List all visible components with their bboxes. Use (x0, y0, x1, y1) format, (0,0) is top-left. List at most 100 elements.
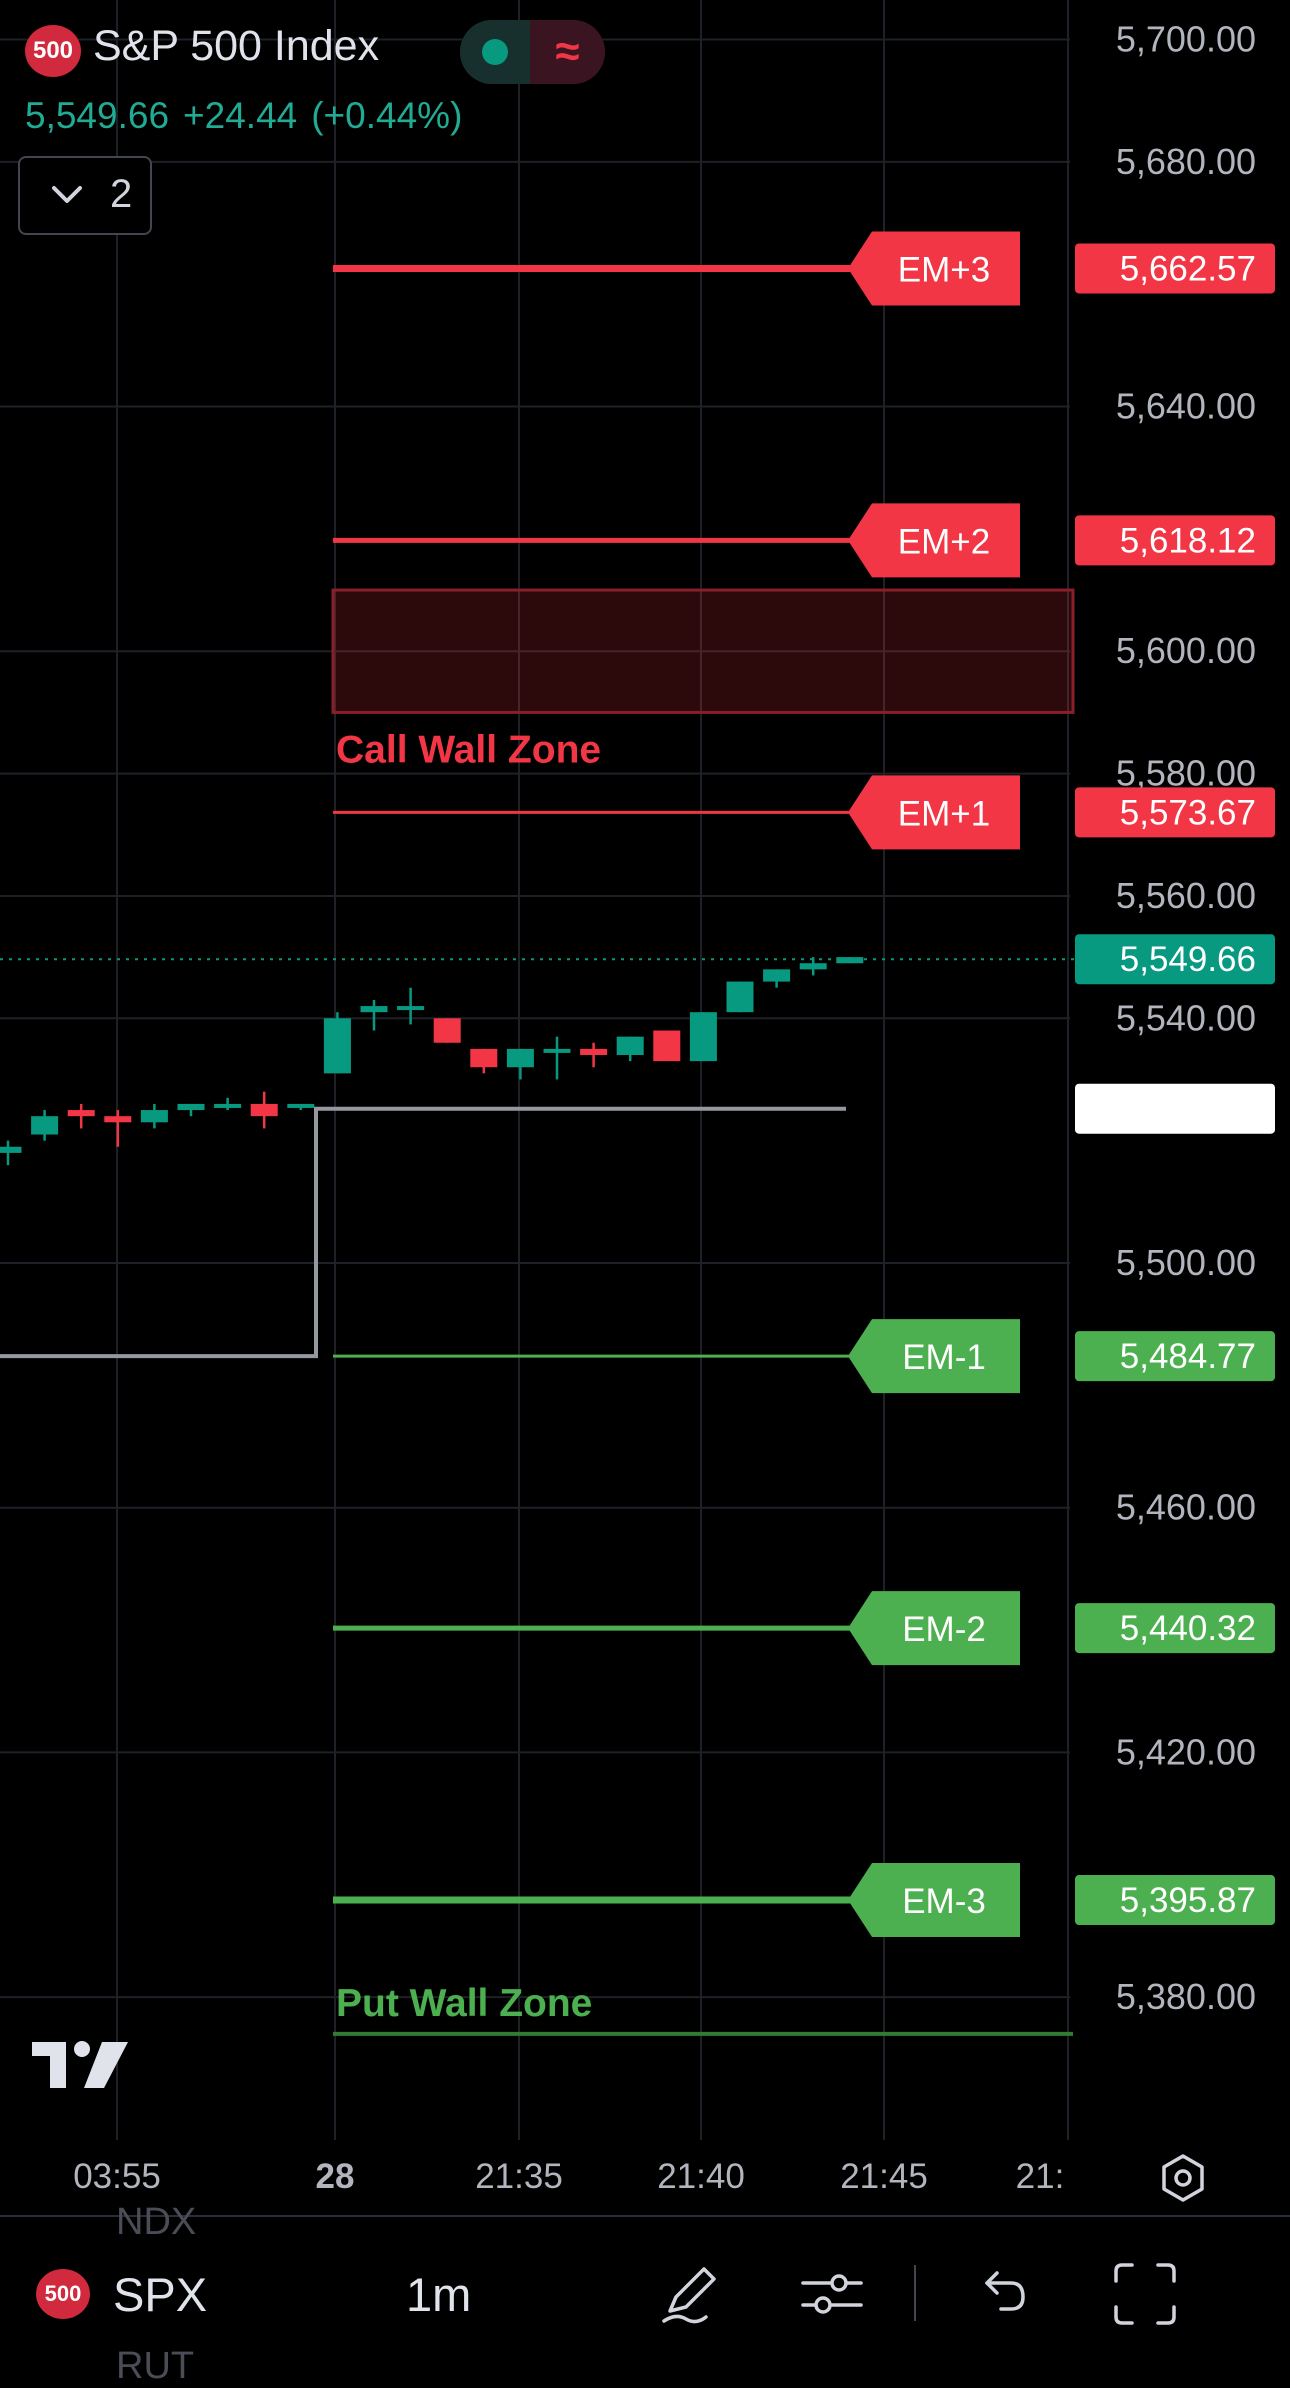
em-level-tag (848, 775, 1020, 850)
market-status-open[interactable] (460, 20, 530, 84)
time-axis-tick: 03:55 (73, 2157, 161, 2196)
indicator-count: 2 (110, 172, 133, 216)
chevron-down-icon (52, 186, 82, 203)
price-axis-tick: 5,600.00 (1116, 630, 1256, 671)
em-level-price-tag (1075, 243, 1275, 294)
em-level-price-tag-label: 5,395.87 (1120, 1881, 1256, 1920)
drawing-pen-icon[interactable] (656, 2259, 726, 2329)
candle-body (689, 1012, 717, 1062)
candle-body (323, 1018, 351, 1074)
candle-body (67, 1110, 95, 1117)
em-level-price-tag-label: 5,440.32 (1120, 1609, 1256, 1648)
call-wall-zone-label: Call Wall Zone (336, 728, 601, 771)
watchlist-ghost-rut: RUT (116, 2345, 195, 2387)
candle-body (616, 1036, 644, 1055)
symbol-selector[interactable]: SPX (113, 2268, 208, 2321)
price-change: +24.44 (183, 95, 298, 136)
toolbar-separator (914, 2265, 916, 2321)
candle-body (287, 1103, 315, 1108)
em-levels-layer: EM+3 EM+2 EM+1 EM-1 EM-2 EM-3 (0, 231, 1075, 1938)
em-level-price-tag-label: 5,484.77 (1120, 1337, 1256, 1376)
price-axis-tick: 5,420.00 (1116, 1731, 1256, 1772)
time-axis[interactable]: 03:55 28 21:35 21:40 21:45 21: (73, 2157, 1064, 2196)
em-level-price-tag (1075, 787, 1275, 838)
em-level-tag-label: EM-3 (902, 1882, 986, 1921)
price-axis-tick: 5,560.00 (1116, 875, 1256, 916)
market-wave-icon[interactable]: ≈ (530, 20, 605, 84)
candle-body (214, 1103, 242, 1108)
market-open-dot-icon (482, 39, 508, 65)
current-price-tag (1075, 934, 1275, 985)
previous-close-line (0, 1106, 846, 1359)
price-axis-tick: 5,380.00 (1116, 1976, 1256, 2017)
current-price-tag-label: 5,549.66 (1120, 940, 1256, 979)
symbol-logo-badge[interactable]: 500 (25, 25, 81, 77)
time-axis-tick: 21:40 (657, 2157, 745, 2196)
indicators-collapse-button[interactable]: 2 (18, 156, 152, 235)
toolbar-symbol-badge[interactable]: 500 (36, 2269, 90, 2319)
em-level-tag-label: EM+2 (898, 522, 990, 561)
candle-body (543, 1048, 571, 1053)
candle-body (104, 1116, 132, 1123)
price-axis-tick: 5,680.00 (1116, 141, 1256, 182)
time-axis-tick: 21:45 (840, 2157, 928, 2196)
candles-layer (0, 957, 864, 1166)
candle-body (763, 969, 791, 982)
time-axis-tick: 21:35 (475, 2157, 563, 2196)
price-axis[interactable]: 5,700.00 5,680.00 5,640.00 5,600.00 5,580.00… (1075, 18, 1275, 2017)
em-level-price-tag-label: 5,573.67 (1120, 793, 1256, 832)
candle-body (799, 963, 827, 970)
candle-body (470, 1048, 498, 1068)
market-status-pill[interactable]: ≈ (460, 20, 605, 84)
em-level-price-tag-label: 5,662.57 (1120, 249, 1256, 288)
em-level-price-tag-label: 5,618.12 (1120, 521, 1256, 560)
em-level-tag (848, 1863, 1020, 1938)
fullscreen-icon[interactable] (1110, 2259, 1180, 2329)
em-level-tag-label: EM-2 (902, 1610, 986, 1649)
symbol-title[interactable]: S&P 500 Index (93, 22, 380, 70)
candle-body (653, 1030, 681, 1062)
em-level-tag (848, 1591, 1020, 1666)
tradingview-logo[interactable] (32, 2040, 132, 2090)
zones-layer: Call Wall Zone Put Wall Zone (331, 588, 1075, 2036)
price-summary: 5,549.66 +24.44 (+0.44%) (25, 95, 476, 137)
em-level-tag (848, 1319, 1020, 1394)
time-axis-tick: 21: (1016, 2157, 1065, 2196)
call-wall-zone (331, 588, 1075, 714)
bottom-toolbar: NDX RUT 500 SPX 1m (0, 2201, 1290, 2387)
price-axis-tick: 5,500.00 (1116, 1242, 1256, 1283)
chart-header: 500 S&P 500 Index ≈ 5,549.66 +24.44 (+0.44… (0, 0, 1070, 240)
em-level-price-tag (1075, 515, 1275, 566)
candle-body (580, 1048, 608, 1055)
last-price: 5,549.66 (25, 95, 170, 136)
em-level-tag (848, 231, 1020, 306)
candle-body (506, 1048, 534, 1068)
settings-hexagon-icon[interactable] (1155, 2150, 1211, 2206)
watchlist-ghost-ndx: NDX (116, 2201, 197, 2243)
em-level-tag (848, 503, 1020, 578)
price-chart[interactable]: Call Wall Zone Put Wall Zone EM+3 EM+2 EM+1… (0, 0, 1290, 2215)
put-wall-zone-label: Put Wall Zone (336, 1982, 592, 2025)
candle-body (397, 1006, 425, 1011)
previous-close-tag (1075, 1083, 1275, 1134)
candle-body (726, 981, 754, 1013)
price-axis-tick: 5,460.00 (1116, 1487, 1256, 1528)
candle-body (250, 1103, 278, 1117)
em-level-price-tag (1075, 1875, 1275, 1926)
interval-selector[interactable]: 1m (406, 2268, 472, 2321)
candle-body (177, 1103, 205, 1111)
candle-body (433, 1018, 461, 1043)
em-level-tag-label: EM-1 (902, 1338, 986, 1377)
em-level-price-tag (1075, 1331, 1275, 1382)
chart-grid (0, 0, 1070, 2140)
time-axis-tick: 28 (316, 2157, 355, 2196)
candle-body (0, 1146, 22, 1153)
price-change-percent: (+0.44%) (311, 95, 463, 136)
candle-body (31, 1116, 59, 1135)
price-axis-tick: 5,580.00 (1116, 753, 1256, 794)
em-level-price-tag (1075, 1603, 1275, 1654)
em-level-tag-label: EM+1 (898, 794, 990, 833)
candle-body (360, 1006, 388, 1013)
indicators-sliders-icon[interactable] (797, 2259, 867, 2329)
undo-icon[interactable] (965, 2259, 1035, 2329)
